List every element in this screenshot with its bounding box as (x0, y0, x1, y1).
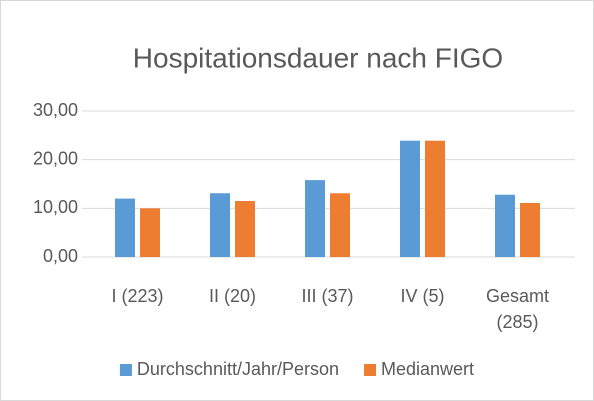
y-tick-label: 0,00 (43, 246, 78, 266)
bar (330, 193, 350, 257)
bar (140, 208, 160, 257)
y-tick-label: 30,00 (33, 100, 78, 120)
x-tick-label: I (223) (111, 286, 163, 306)
x-tick-label: IV (5) (400, 286, 444, 306)
legend-swatch (119, 364, 132, 376)
y-tick-label: 20,00 (33, 148, 78, 168)
legend-swatch (364, 364, 377, 376)
bar (115, 198, 135, 257)
bar (520, 202, 540, 257)
bar (400, 140, 420, 257)
bar (425, 140, 445, 257)
x-tick-label: II (20) (209, 286, 256, 306)
legend-label: Durchschnitt/Jahr/Person (137, 359, 339, 379)
bar (305, 180, 325, 257)
x-tick-label: III (37) (301, 286, 353, 306)
bar (495, 194, 515, 257)
x-tick-label: Gesamt (285) (486, 286, 549, 332)
y-tick-label: 10,00 (33, 197, 78, 217)
bar (210, 193, 230, 257)
chart-title: Hospitationsdauer nach FIGO (133, 42, 503, 73)
bar (235, 201, 255, 257)
legend-label: Medianwert (381, 359, 474, 379)
